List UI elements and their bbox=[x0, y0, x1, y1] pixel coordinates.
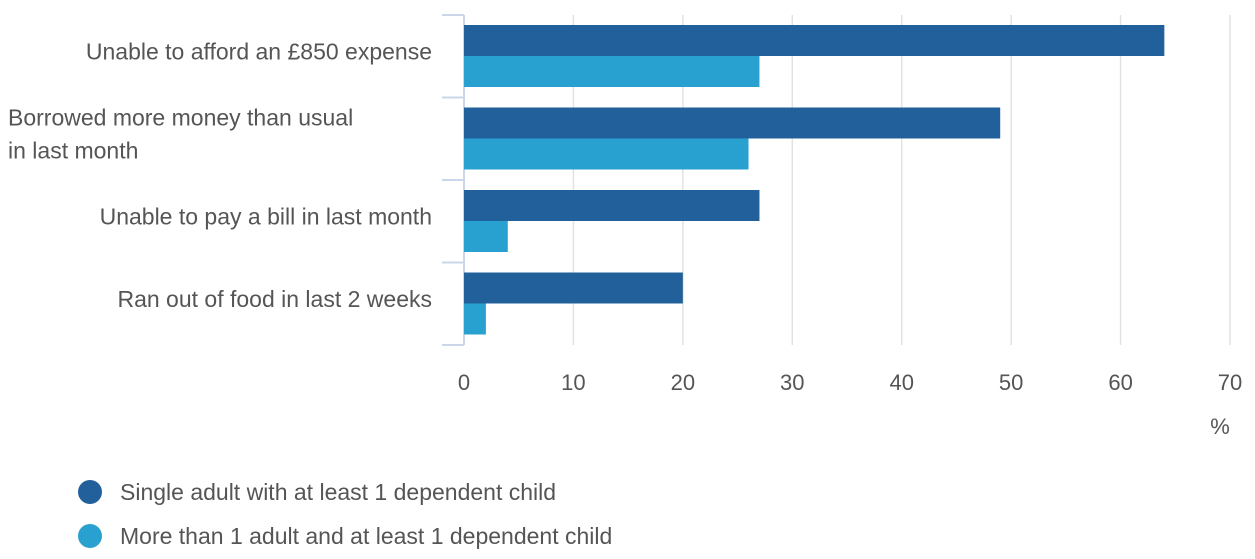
bar-series-1-cat-1 bbox=[464, 25, 1165, 56]
bar-series-2-cat-2 bbox=[464, 138, 749, 170]
legend-label-series-2: More than 1 adult and at least 1 depende… bbox=[120, 522, 613, 549]
bar-series-1-cat-2 bbox=[464, 107, 1001, 139]
x-tick-label-30: 30 bbox=[780, 370, 804, 395]
category-label-2-line-2: in last month bbox=[8, 137, 138, 163]
x-tick-label-70: 70 bbox=[1218, 370, 1242, 395]
x-tick-label-60: 60 bbox=[1108, 370, 1132, 395]
category-label-3: Unable to pay a bill in last month bbox=[100, 203, 432, 229]
bar-chart: Unable to afford an £850 expense Borrowed… bbox=[8, 14, 1242, 439]
category-label-4: Ran out of food in last 2 weeks bbox=[117, 286, 432, 312]
legend-dot-series-1 bbox=[78, 480, 102, 504]
x-tick-label-20: 20 bbox=[671, 370, 695, 395]
x-axis-unit-label: % bbox=[1210, 414, 1230, 439]
category-label-1: Unable to afford an £850 expense bbox=[86, 38, 432, 64]
x-tick-label-10: 10 bbox=[561, 370, 585, 395]
x-tick-label-40: 40 bbox=[889, 370, 913, 395]
category-label-2-line-1: Borrowed more money than usual bbox=[8, 104, 353, 130]
bar-series-1-cat-3 bbox=[464, 190, 760, 221]
legend-item-series-1[interactable]: Single adult with at least 1 dependent c… bbox=[78, 470, 612, 514]
bar-series-2-cat-3 bbox=[464, 221, 508, 252]
bar-series-2-cat-1 bbox=[464, 56, 760, 87]
legend-dot-series-2 bbox=[78, 524, 102, 548]
bar-series-1-cat-4 bbox=[464, 272, 683, 304]
legend: Single adult with at least 1 dependent c… bbox=[78, 470, 612, 558]
bar-series-2-cat-4 bbox=[464, 303, 486, 335]
x-tick-label-50: 50 bbox=[999, 370, 1023, 395]
legend-label-series-1: Single adult with at least 1 dependent c… bbox=[120, 478, 557, 505]
x-tick-label-0: 0 bbox=[458, 370, 470, 395]
legend-item-series-2[interactable]: More than 1 adult and at least 1 depende… bbox=[78, 514, 612, 558]
